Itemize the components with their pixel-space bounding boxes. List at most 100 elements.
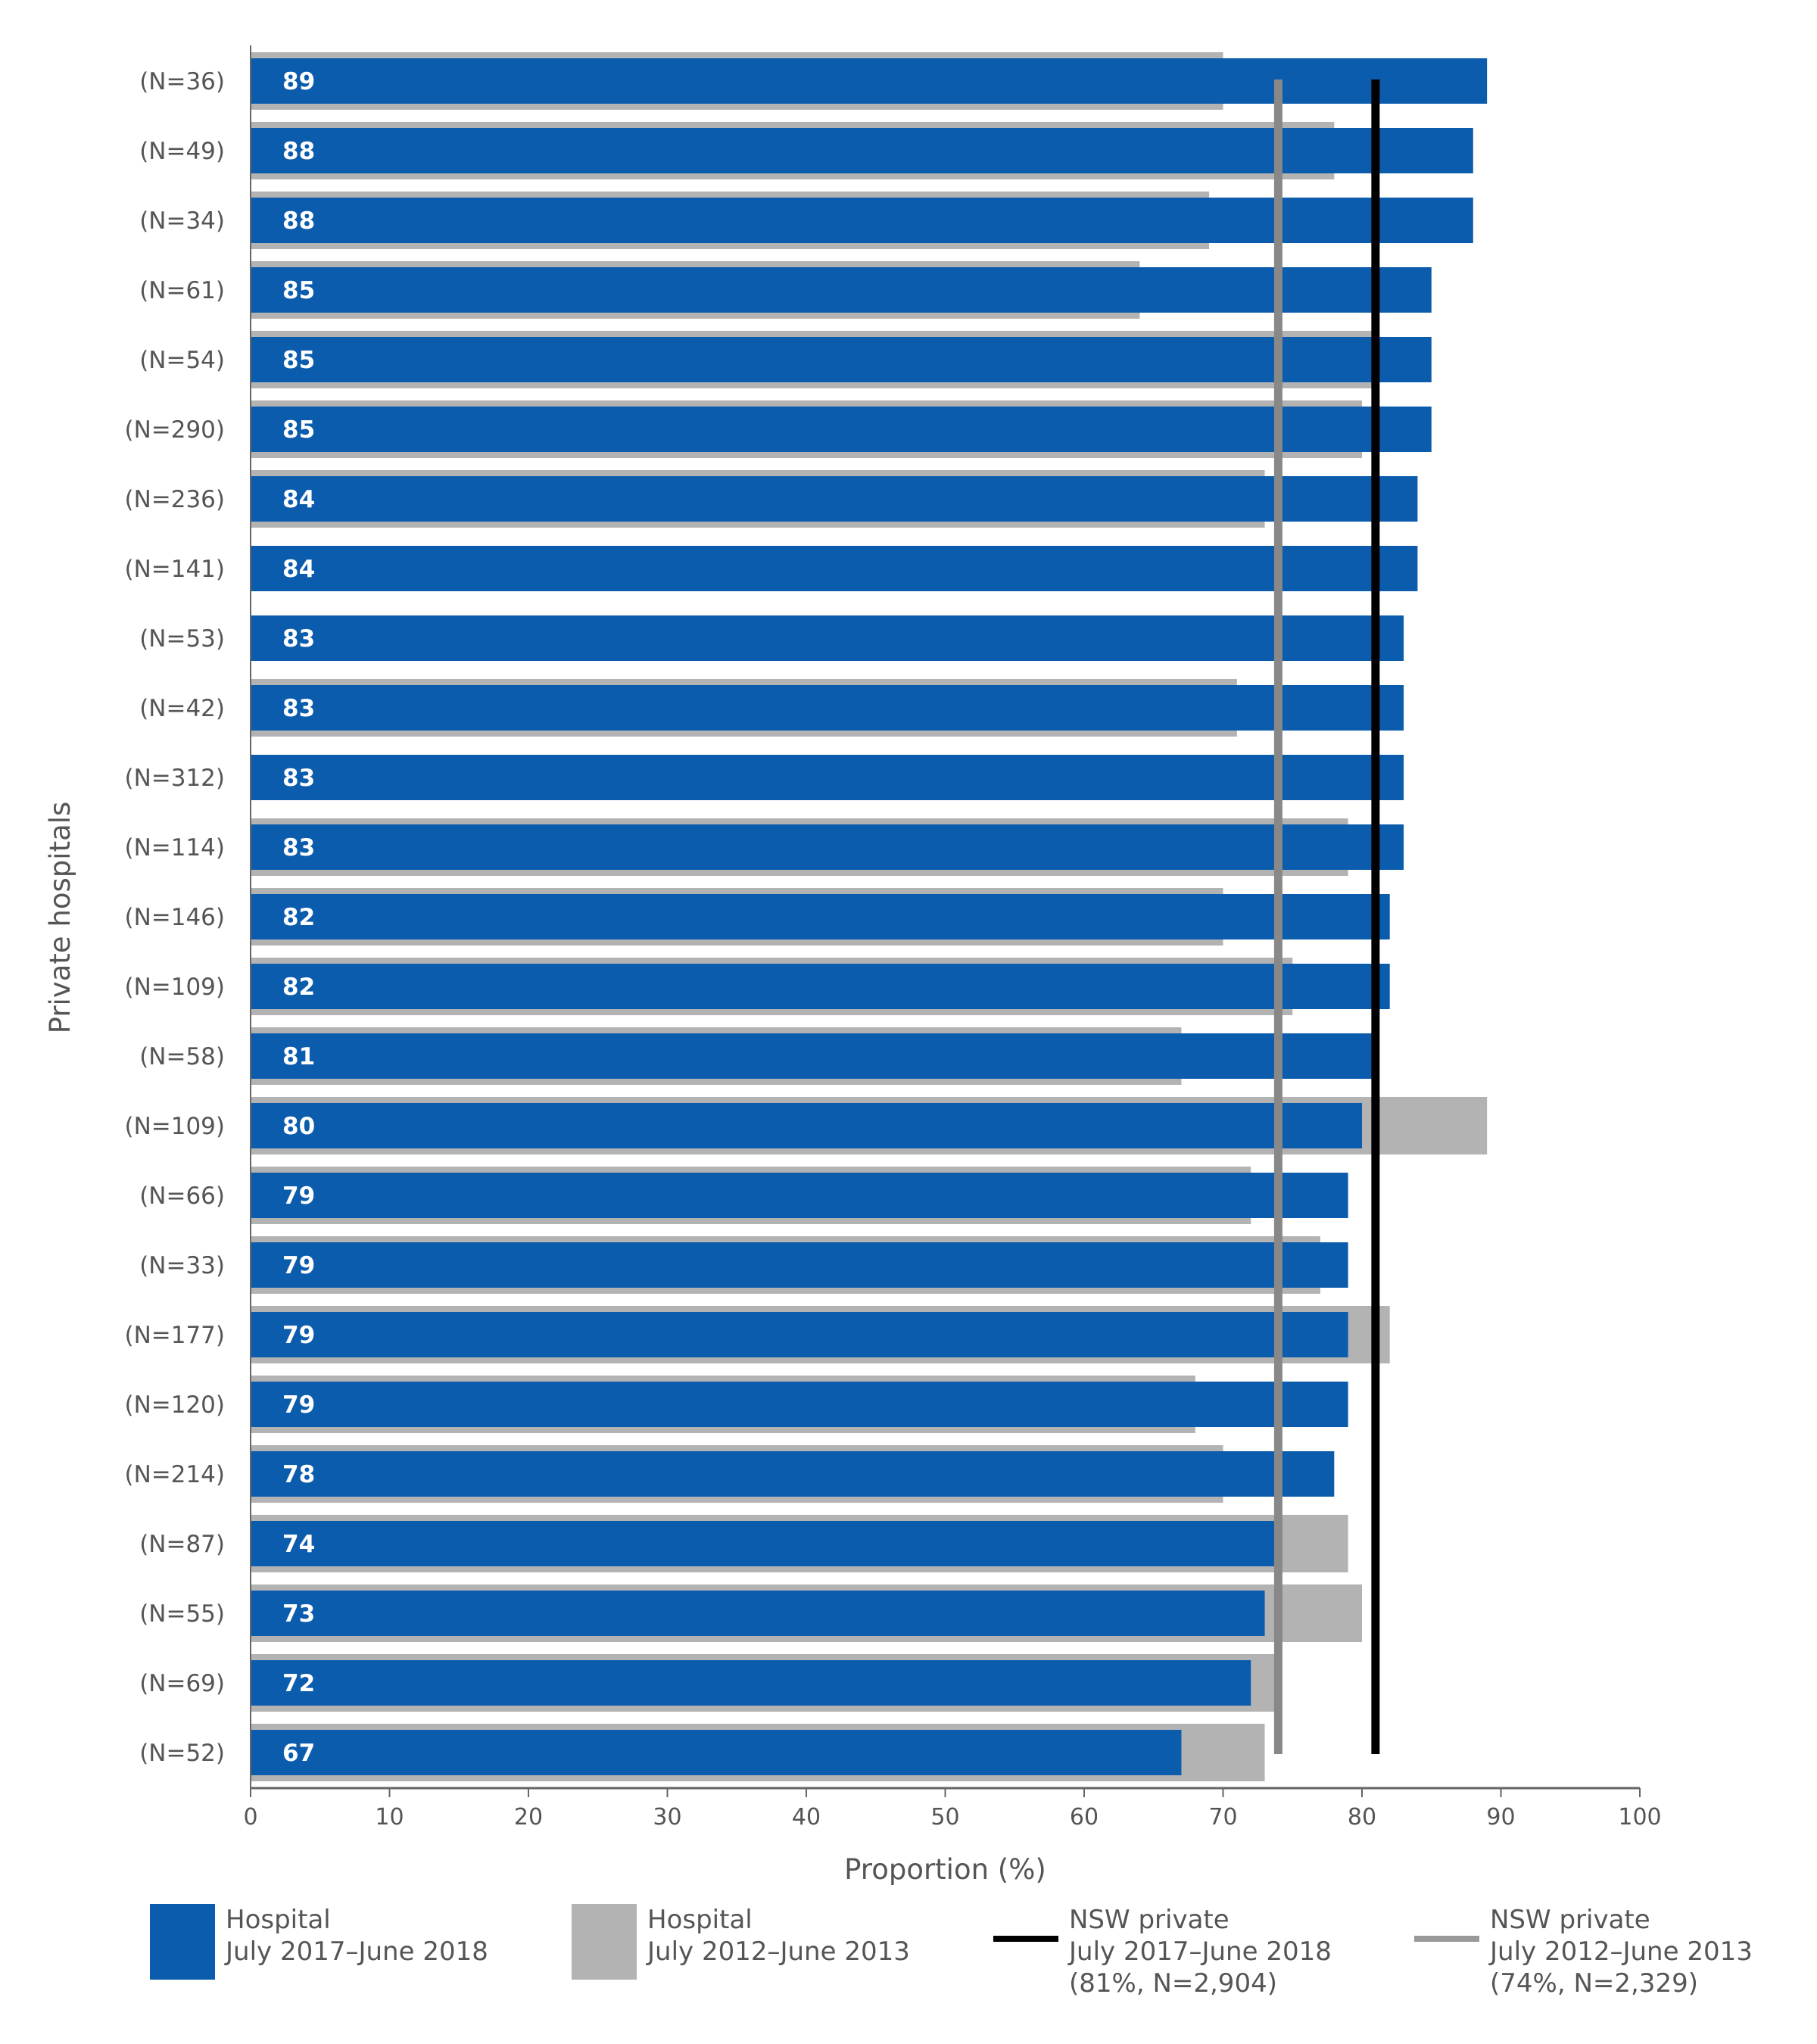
data-label: 85 (282, 277, 315, 304)
bar-2018 (251, 476, 1418, 522)
data-label: 67 (282, 1740, 315, 1767)
data-label: 72 (282, 1670, 315, 1697)
category-label: (N=61) (139, 277, 225, 304)
legend-item-nsw-2012: NSW private July 2012–June 2013 (74%, N=2,… (1414, 1904, 1753, 1999)
data-label: 79 (282, 1182, 315, 1210)
legend-label: July 2012–June 2013 (647, 1937, 910, 1967)
bar-2018 (251, 1591, 1265, 1636)
legend-line (993, 1936, 1058, 1942)
data-label: 82 (282, 904, 315, 931)
legend-label: NSW private (1069, 1905, 1230, 1935)
legend-label: Hospital (226, 1905, 331, 1935)
bar-2018 (251, 824, 1404, 870)
x-tick-label: 80 (1348, 1804, 1376, 1831)
category-label: (N=109) (124, 1113, 225, 1140)
category-label: (N=109) (124, 974, 225, 1001)
legend-label: (74%, N=2,329) (1490, 1968, 1698, 1999)
legend-swatch (150, 1904, 215, 1980)
category-label: (N=42) (139, 695, 225, 722)
x-tick-label: 40 (792, 1804, 821, 1831)
x-tick-label: 50 (930, 1804, 959, 1831)
x-tick-label: 100 (1618, 1804, 1661, 1831)
category-label: (N=55) (139, 1600, 225, 1628)
category-label: (N=312) (124, 765, 225, 792)
data-label: 83 (282, 834, 315, 862)
data-label: 88 (282, 207, 315, 235)
category-label: (N=52) (139, 1740, 225, 1767)
data-label: 84 (282, 486, 315, 513)
data-label: 88 (282, 138, 315, 165)
x-axis-title: Proportion (%) (844, 1853, 1046, 1886)
category-label: (N=141) (124, 556, 225, 583)
category-label: (N=69) (139, 1670, 225, 1697)
bar-2018 (251, 407, 1432, 452)
x-tick-label: 20 (514, 1804, 543, 1831)
legend-line (1414, 1936, 1479, 1942)
legend-label: July 2017–June 2018 (226, 1937, 488, 1967)
bar-2018 (251, 964, 1390, 1009)
legend-item-nsw-2017: NSW private July 2017–June 2018 (81%, N=2,… (993, 1904, 1332, 1999)
bar-2018 (251, 1382, 1348, 1427)
x-tick-label: 10 (375, 1804, 404, 1831)
bar-2018 (251, 685, 1404, 731)
category-label: (N=290) (124, 416, 225, 444)
reference-line-2012 (1273, 79, 1282, 1754)
category-label: (N=177) (124, 1322, 225, 1349)
legend-label: Hospital (647, 1905, 753, 1935)
bar-2018 (251, 1173, 1348, 1218)
legend-label: July 2017–June 2018 (1069, 1937, 1332, 1967)
category-label: (N=33) (139, 1252, 225, 1279)
data-label: 84 (282, 556, 315, 583)
x-tick-label: 30 (653, 1804, 681, 1831)
data-label: 85 (282, 416, 315, 444)
category-label: (N=146) (124, 904, 225, 931)
bar-2018 (251, 58, 1488, 104)
data-label: 80 (282, 1113, 315, 1140)
reference-line-2018 (1371, 79, 1380, 1754)
data-label: 83 (282, 765, 315, 792)
bar-2018 (251, 546, 1418, 591)
category-label: (N=58) (139, 1043, 225, 1070)
data-label: 73 (282, 1600, 315, 1628)
data-label: 83 (282, 695, 315, 722)
category-label: (N=34) (139, 207, 225, 235)
legend-item-hospital-2012: Hospital July 2012–June 2013 (572, 1904, 910, 1980)
bar-2018 (251, 198, 1473, 243)
bar-2018 (251, 128, 1473, 173)
x-tick-label: 60 (1070, 1804, 1099, 1831)
data-label: 85 (282, 347, 315, 374)
category-label: (N=114) (124, 834, 225, 862)
x-tick-label: 0 (243, 1804, 257, 1831)
category-label: (N=120) (124, 1391, 225, 1419)
legend-swatch (572, 1904, 637, 1980)
category-label: (N=236) (124, 486, 225, 513)
category-label: (N=36) (139, 68, 225, 95)
data-label: 83 (282, 625, 315, 653)
bar-2018 (251, 1033, 1376, 1079)
data-label: 79 (282, 1391, 315, 1419)
bar-2018 (251, 1730, 1182, 1775)
data-label: 78 (282, 1461, 315, 1488)
category-label: (N=214) (124, 1461, 225, 1488)
bar-2018 (251, 755, 1404, 800)
bar-2018 (251, 337, 1432, 382)
category-label: (N=66) (139, 1182, 225, 1210)
bar-2018 (251, 1660, 1251, 1706)
data-label: 89 (282, 68, 315, 95)
category-label: (N=49) (139, 138, 225, 165)
data-label: 81 (282, 1043, 315, 1070)
bar-2018 (251, 1451, 1335, 1497)
legend-item-hospital-2017: Hospital July 2017–June 2018 (150, 1904, 488, 1980)
bar-2018 (251, 615, 1404, 661)
x-tick-label: 70 (1208, 1804, 1237, 1831)
bar-2018 (251, 267, 1432, 313)
y-axis-title: Private hospitals (44, 802, 76, 1034)
data-label: 79 (282, 1322, 315, 1349)
category-label: (N=54) (139, 347, 225, 374)
bar-2018 (251, 1312, 1348, 1357)
category-label: (N=87) (139, 1531, 225, 1558)
bar-2018 (251, 894, 1390, 939)
bar-2018 (251, 1521, 1279, 1566)
legend-label: (81%, N=2,904) (1069, 1968, 1277, 1999)
